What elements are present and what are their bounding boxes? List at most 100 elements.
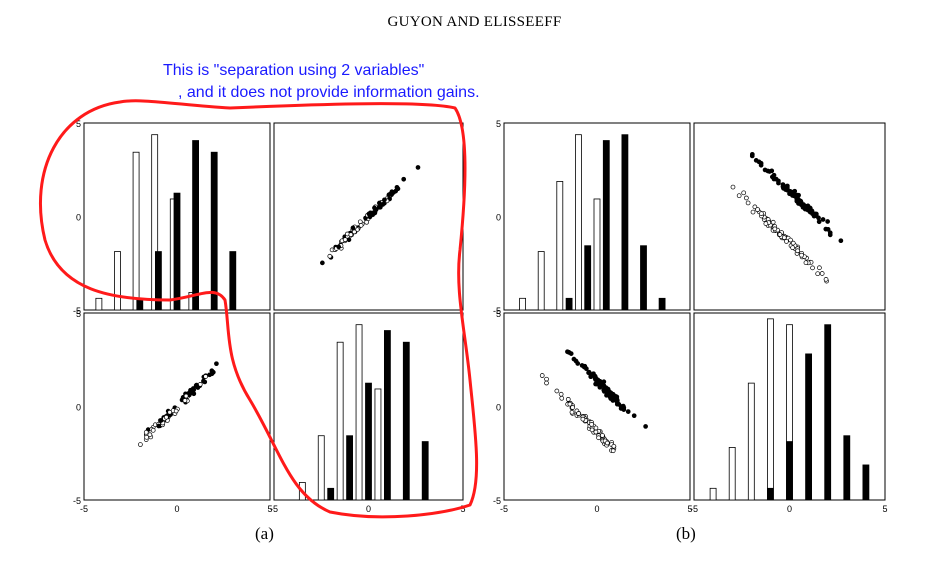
scatter-point-open: [327, 253, 333, 259]
scatter-point-filled: [190, 386, 196, 391]
scatter-point-filled: [612, 393, 618, 399]
y-tick-label-a: 5: [76, 119, 81, 129]
scatter-point-filled: [749, 153, 755, 159]
y-tick-label-a: -5: [73, 306, 81, 316]
histogram-bar-filled: [786, 441, 793, 501]
histogram-bar-filled: [402, 341, 410, 501]
histogram-bar-filled: [421, 441, 429, 501]
scatter-point-open: [589, 427, 595, 433]
histogram-bar-open: [593, 198, 601, 311]
scatter-point-filled: [201, 378, 206, 384]
scatter-point-open: [770, 219, 776, 225]
y-tick-label-a: 0: [76, 403, 81, 413]
scatter-point-filled: [158, 418, 164, 423]
scatter-point-open: [777, 232, 783, 237]
scatter-point-open: [358, 223, 364, 228]
scatter-point-filled: [604, 392, 609, 398]
scatter-point-open: [788, 237, 793, 243]
histogram-bar-open: [728, 447, 736, 501]
scatter-point-open: [576, 411, 581, 416]
scatter-point-open: [183, 393, 189, 399]
histogram-bar-filled: [862, 464, 870, 501]
page-header: GUYON AND ELISSEEFF: [387, 14, 562, 30]
histogram-bar-filled: [584, 245, 592, 311]
y-tick-label-b: -5: [493, 496, 501, 506]
scatter-point-open: [730, 184, 736, 190]
y-tick-label-b: 5: [496, 119, 501, 129]
scatter-point-open: [815, 271, 821, 277]
y-tick-label-b: -5: [493, 306, 501, 316]
histogram-bar-filled: [565, 297, 573, 311]
scatter-point-filled: [776, 180, 781, 186]
scatter-point-filled: [780, 184, 786, 190]
scatter-point-open: [745, 200, 751, 206]
scatter-point-filled: [588, 374, 594, 379]
scatter-point-filled: [401, 176, 407, 182]
scatter-point-open: [539, 373, 545, 378]
scatter-point-filled: [191, 391, 197, 397]
scatter-point-filled: [796, 198, 802, 204]
histogram-bar-open: [556, 181, 564, 311]
scatter-point-filled: [568, 351, 574, 356]
histogram-bar-filled: [346, 435, 354, 501]
scatter-point-filled: [415, 165, 421, 170]
scatter-point-filled: [789, 189, 795, 195]
histogram-bar-filled: [154, 251, 162, 311]
scatter-point-filled: [838, 238, 844, 244]
scatter-point-filled: [156, 423, 162, 429]
scatter-point-open: [544, 376, 549, 382]
scatter-point-filled: [372, 205, 377, 211]
histogram-bar-filled: [383, 330, 391, 501]
scatter-point-open: [817, 265, 822, 271]
scatter-point-open: [348, 232, 354, 237]
scatter-point-filled: [214, 361, 219, 367]
scatter-point-open: [163, 414, 169, 420]
scatter-point-filled: [827, 232, 833, 238]
scatter-point-open: [173, 408, 179, 414]
histogram-bar-open: [95, 297, 103, 311]
scatter-point-open: [610, 448, 616, 454]
scatter-point-filled: [194, 382, 199, 388]
scatter-point-open: [763, 221, 769, 226]
scatter-point-filled: [377, 200, 382, 206]
scatter-point-open: [558, 391, 564, 397]
scatter-point-open: [593, 425, 599, 431]
scatter-point-open: [596, 435, 601, 441]
y-tick-label-b: 0: [496, 213, 501, 223]
scatter-point-filled: [823, 226, 829, 232]
y-tick-label-b: 5: [496, 309, 501, 319]
scatter-point-filled: [350, 225, 356, 231]
scatter-point-open: [182, 398, 188, 403]
x-tick-label-b: 0: [594, 504, 599, 514]
histogram-bar-filled: [843, 435, 851, 501]
scatter-point-filled: [825, 219, 830, 224]
scatter-point-filled: [581, 364, 587, 370]
scatter-point-filled: [643, 424, 648, 429]
histogram-bar-open: [151, 134, 159, 311]
scatter-point-open: [138, 442, 143, 447]
scatter-point-filled: [758, 162, 764, 168]
x-tick-label-a: 5: [267, 504, 272, 514]
scatter-point-open: [143, 429, 149, 435]
histogram-bar-filled: [365, 382, 372, 501]
histogram-bar-open: [336, 341, 344, 501]
scatter-point-open: [755, 207, 760, 212]
scatter-point-open: [819, 271, 825, 276]
scatter-point-open: [781, 235, 787, 240]
histogram-bar-open: [114, 251, 121, 311]
histogram-bar-filled: [327, 487, 335, 501]
scatter-point-open: [351, 229, 357, 235]
scatter-point-filled: [802, 204, 808, 210]
histogram-bar-open: [132, 151, 140, 311]
histogram-bar-filled: [210, 151, 218, 311]
scatter-point-filled: [767, 169, 772, 174]
scatter-point-open: [167, 409, 173, 415]
scatter-point-open: [752, 204, 758, 210]
x-tick-label-a: 5: [460, 504, 465, 514]
scatter-point-filled: [382, 197, 387, 203]
scatter-point-open: [744, 195, 749, 201]
x-tick-label-b: 5: [687, 504, 692, 514]
scatter-point-filled: [575, 361, 581, 366]
scatter-point-filled: [631, 413, 637, 419]
